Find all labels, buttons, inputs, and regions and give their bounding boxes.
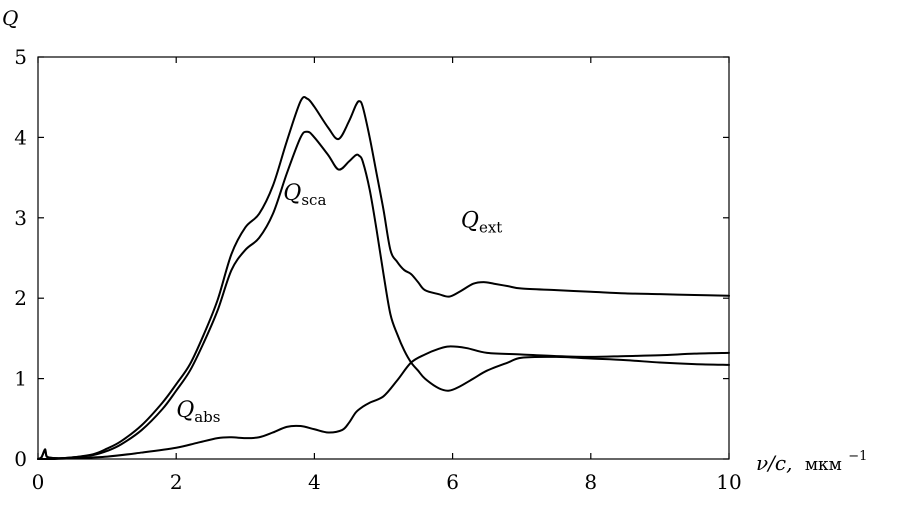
x-axis-title-unit: мкм [805, 455, 842, 475]
label-q-abs: Qabs [176, 398, 220, 426]
y-tick-label: 1 [14, 367, 27, 391]
curve-annotations: Qsca Qext Qabs [176, 181, 502, 426]
axis-ticks [37, 56, 730, 460]
x-tick-label: 4 [308, 470, 321, 494]
series-line-q-abs [37, 345, 730, 461]
series-line-q-sca [37, 130, 730, 460]
x-tick-label: 10 [716, 470, 741, 494]
x-tick-label: 8 [584, 470, 597, 494]
plot-frame [37, 56, 730, 460]
y-tick-label: 4 [14, 125, 27, 149]
x-tick-label: 2 [170, 470, 183, 494]
x-axis-title-var: ν/c, [756, 451, 792, 475]
label-q-sca: Qsca [283, 181, 326, 209]
data-curves [37, 96, 730, 461]
y-tick-label: 2 [14, 286, 27, 310]
x-axis-title-exp: −1 [848, 449, 867, 464]
x-tick-label: 6 [446, 470, 459, 494]
x-axis-title: ν/c, мкм −1 [756, 449, 867, 475]
axis-tick-labels: 0 2 4 6 8 10 0 1 2 3 4 5 [14, 45, 741, 494]
y-tick-label: 0 [14, 447, 27, 471]
y-tick-label: 3 [14, 206, 27, 230]
label-q-ext: Qext [461, 208, 502, 236]
x-tick-label: 0 [32, 470, 45, 494]
series-line-q-ext [37, 96, 730, 460]
y-axis-title: Q [2, 6, 18, 30]
y-tick-label: 5 [14, 45, 27, 69]
